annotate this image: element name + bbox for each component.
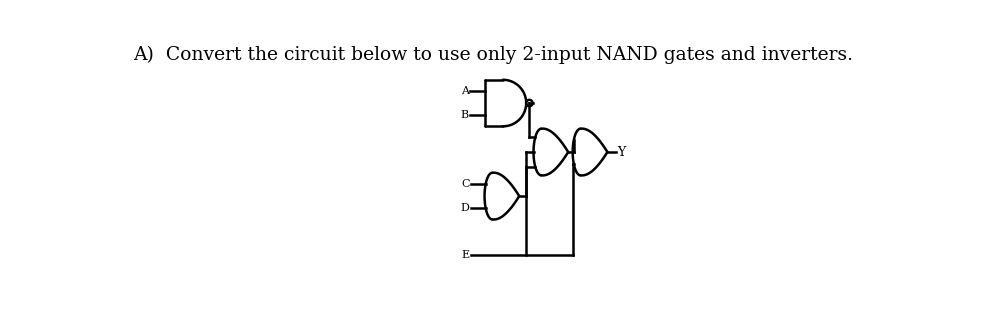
Text: C: C <box>460 179 469 190</box>
Text: Y: Y <box>617 146 625 158</box>
Text: D: D <box>460 203 469 213</box>
Text: A)  Convert the circuit below to use only 2-input NAND gates and inverters.: A) Convert the circuit below to use only… <box>133 45 853 64</box>
Text: E: E <box>461 250 469 260</box>
Text: A: A <box>460 86 468 96</box>
Text: B: B <box>460 110 468 120</box>
